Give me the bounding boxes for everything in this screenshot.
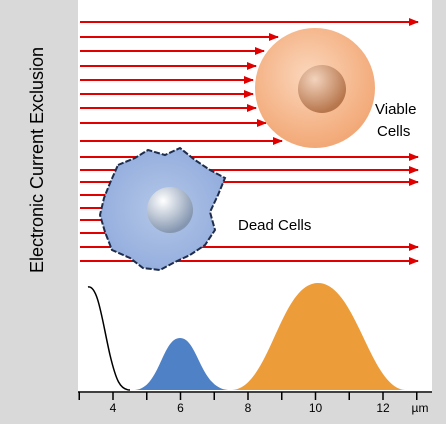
y-axis-label: Electronic Current Exclusion [27, 47, 47, 273]
tick-label: 10 [309, 401, 323, 415]
x-ticks: 4 6 8 10 12 µm [78, 392, 429, 415]
unit-label: µm [412, 401, 429, 415]
dead-peak [135, 338, 228, 390]
viable-label: Viable [375, 101, 416, 118]
viable-label: Cells [377, 123, 410, 140]
viable-nucleus [298, 65, 346, 113]
tick-label: 8 [245, 401, 252, 415]
viable-peak [232, 283, 405, 390]
debris-curve [87, 286, 131, 391]
tick-label: 4 [110, 401, 117, 415]
dead-label: Dead Cells [238, 217, 311, 234]
dead-nucleus [147, 187, 193, 233]
tick-label: 12 [376, 401, 390, 415]
tick-label: 6 [177, 401, 184, 415]
